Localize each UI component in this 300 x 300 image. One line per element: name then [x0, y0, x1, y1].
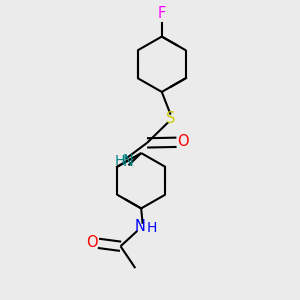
Text: H: H: [115, 154, 125, 168]
Text: S: S: [166, 111, 175, 126]
Text: N: N: [135, 219, 146, 234]
Text: N: N: [123, 154, 134, 169]
Text: O: O: [177, 134, 189, 149]
Text: O: O: [86, 235, 98, 250]
Text: H: H: [146, 221, 157, 235]
Text: F: F: [158, 6, 166, 21]
